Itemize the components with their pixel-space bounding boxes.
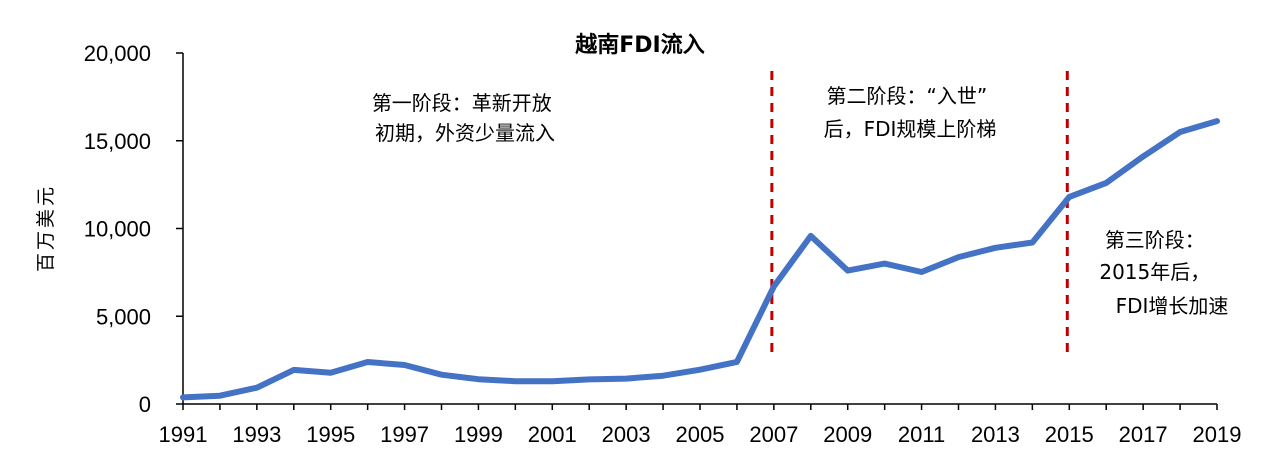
annotation-phase-2-line-2: 后，FDI规模上阶梯 [824,117,997,141]
phase-annotations: 第一阶段：革新开放 初期，外资少量流入 第二阶段：“入世” 后，FDI规模上阶梯… [372,84,1229,318]
x-tick-label: 2007 [749,422,798,447]
x-tick-label: 2015 [1045,422,1094,447]
x-tick-label: 1995 [306,422,355,447]
y-tick-label: 20,000 [84,41,151,66]
annotation-phase-3-line-2: 2015年后， [1099,260,1210,284]
fdi-inflow-line [180,118,1220,401]
x-tick-label: 1991 [159,422,208,447]
y-tick-label: 0 [139,392,151,417]
x-tick-label: 2019 [1193,422,1242,447]
x-tick-label: 2013 [971,422,1020,447]
fdi-data-points [182,121,1218,398]
x-axis-ticks: 1991 1993 1995 1997 1999 2001 2003 2005 2007 2009… [159,404,1242,447]
annotation-phase-1: 第一阶段：革新开放 初期，外资少量流入 [372,91,558,145]
x-tick-label: 2001 [528,422,577,447]
annotation-phase-3-line-1: 第三阶段： [1105,228,1205,252]
chart-title: 越南FDI流入 [574,32,704,58]
y-axis-label: 百万美元 [35,184,57,272]
y-axis-ticks: 0 5,000 10,000 15,000 20,000 [84,41,183,417]
x-tick-label: 1999 [454,422,503,447]
annotation-phase-3: 第三阶段： 2015年后， FDI增长加速 [1099,228,1228,318]
x-tick-label: 2017 [1119,422,1168,447]
annotation-phase-1-line-1: 第一阶段：革新开放 [372,91,552,115]
x-tick-label: 2009 [823,422,872,447]
x-tick-label: 1997 [380,422,429,447]
annotation-phase-1-line-2: 初期，外资少量流入 [375,121,555,145]
y-tick-label: 5,000 [96,304,151,329]
x-tick-label: 2003 [602,422,651,447]
annotation-phase-3-line-3: FDI增长加速 [1116,294,1229,318]
y-tick-label: 10,000 [84,217,151,242]
x-tick-label: 2005 [676,422,725,447]
annotation-phase-2: 第二阶段：“入世” 后，FDI规模上阶梯 [824,84,997,141]
annotation-phase-2-line-1: 第二阶段：“入世” [826,84,987,108]
x-tick-label: 2011 [898,422,945,447]
y-tick-label: 15,000 [84,129,151,154]
x-tick-label: 1993 [232,422,281,447]
phase-divider-lines [770,71,1069,357]
